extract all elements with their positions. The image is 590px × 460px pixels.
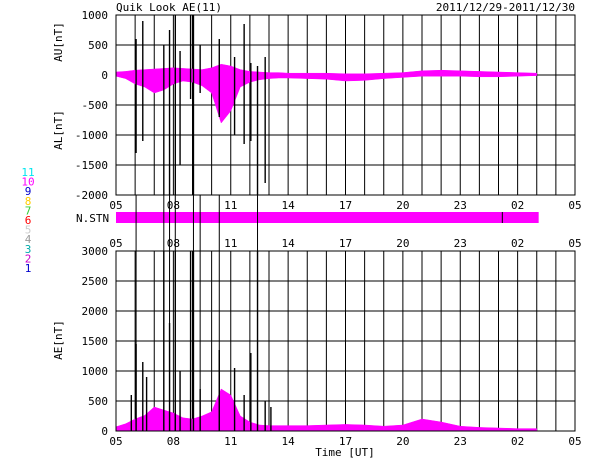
al-axis-label: AL[nT] [52, 110, 65, 150]
date-range: 2011/12/29-2011/12/30 [436, 1, 575, 14]
ae-ytick-label: 0 [101, 425, 108, 438]
au-xtick-label: 05 [568, 199, 581, 212]
legend-entry: 9 [25, 185, 32, 198]
legend-entry: 5 [25, 224, 32, 237]
ae-xtick-label: 05 [109, 435, 122, 448]
ae-ytick-label: 1000 [82, 365, 109, 378]
ae-xtick-label: 20 [396, 435, 409, 448]
station-bar: 05 08 11 14 17 20 23 02 05 [109, 212, 582, 250]
ae-xtick-label: 08 [167, 435, 180, 448]
au-frame [115, 14, 576, 196]
ae-frame [115, 250, 576, 432]
legend-entry: 4 [25, 233, 32, 246]
legend-entry: 11 [21, 166, 34, 179]
au-xtick-label: 02 [511, 199, 524, 212]
au-ytick-label: 500 [88, 39, 108, 52]
station-xtick-label: 05 [568, 237, 581, 250]
ae-xtick-label: 11 [224, 435, 237, 448]
ae-ytick-label: 1500 [82, 335, 109, 348]
au-ytick-label: 0 [101, 69, 108, 82]
ae-xtick-label: 14 [282, 435, 296, 448]
legend-entry: 6 [25, 214, 32, 227]
au-ytick-label: -1500 [75, 159, 108, 172]
event-lines [135, 195, 259, 431]
station-xtick-label: 20 [396, 237, 409, 250]
ae-xtick-label: 02 [511, 435, 524, 448]
ae-ytick-label: 2500 [82, 275, 109, 288]
au-ytick-label: -500 [82, 99, 109, 112]
au-xtick-label: 08 [167, 199, 180, 212]
legend-entry: 10 [21, 176, 34, 189]
au-ytick-label: 1000 [82, 9, 109, 22]
stations-label: N.STN [76, 212, 109, 225]
ae-xtick-label: 23 [454, 435, 467, 448]
chart-title: Quik Look AE(11) [116, 1, 222, 14]
station-xtick-label: 23 [454, 237, 467, 250]
au-ytick-label: -1000 [75, 129, 108, 142]
legend-entry: 1 [25, 262, 32, 275]
legend-entry: 3 [25, 243, 32, 256]
station-xtick-label: 08 [167, 237, 180, 250]
ae-xtick-label: 05 [568, 435, 581, 448]
time-axis-label: Time [UT] [315, 446, 375, 459]
au-xtick-label: 20 [396, 199, 409, 212]
au-xtick-label: 11 [224, 199, 237, 212]
au-series-0-area [115, 63, 537, 76]
ae-ytick-label: 2000 [82, 305, 109, 318]
au-xtick-label: 05 [109, 199, 122, 212]
au-series-1-area [115, 74, 537, 124]
ae-axis-label: AE[nT] [52, 320, 65, 360]
au-xtick-label: 23 [454, 199, 467, 212]
au-xtick-label: 17 [339, 199, 352, 212]
ae-ytick-label: 3000 [82, 245, 109, 258]
legend-entry: 2 [25, 252, 32, 265]
station-xtick-label: 11 [224, 237, 237, 250]
station-xtick-label: 05 [109, 237, 122, 250]
ae-ytick-label: 500 [88, 395, 108, 408]
station-xtick-label: 14 [282, 237, 296, 250]
legend-entry: 7 [25, 204, 32, 217]
au-ytick-label: -2000 [75, 189, 108, 202]
au-xtick-label: 14 [282, 199, 296, 212]
station-xtick-label: 02 [511, 237, 524, 250]
station-xtick-label: 17 [339, 237, 352, 250]
legend-entry: 8 [25, 195, 32, 208]
ae-xtick-label: 17 [339, 435, 352, 448]
station-coverage-bar [116, 212, 539, 223]
au-axis-label: AU[nT] [52, 22, 65, 62]
ae-series-0-area [115, 388, 537, 432]
